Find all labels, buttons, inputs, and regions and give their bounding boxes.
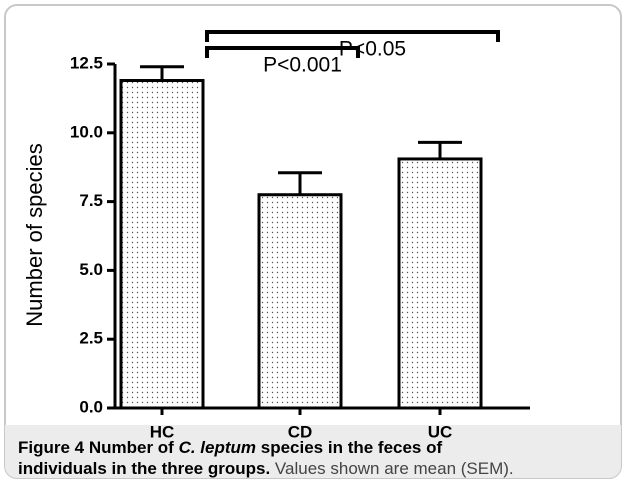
y-tick-label: 5.0 (79, 260, 103, 279)
caption-text: Values shown are mean (SEM). (270, 459, 513, 478)
caption-figure: Figure 4 (18, 438, 85, 457)
caption-text: Number of (84, 438, 178, 457)
y-tick-label: 10.0 (70, 122, 103, 141)
y-tick-label: 2.5 (79, 329, 103, 348)
y-tick-label: 12.5 (70, 53, 103, 72)
bar (397, 157, 483, 410)
y-axis-label: Number of species (22, 143, 47, 326)
caption-line: individuals in the three groups. Values … (18, 459, 514, 478)
bar (119, 79, 205, 410)
annotation: P<0.001 (263, 54, 342, 77)
y-tick-label: 0.0 (79, 397, 103, 416)
y-tick-label: 7.5 (79, 191, 103, 210)
caption-line: Figure 4 Number of C. leptum species in … (18, 438, 442, 457)
x-tick-label: UC (428, 422, 453, 441)
annotation: P<0.05 (339, 38, 406, 61)
caption-species: C. leptum (179, 438, 256, 457)
bar (257, 193, 343, 410)
significance-bracket (205, 30, 500, 42)
caption-text: individuals in the three groups. (18, 459, 270, 478)
x-tick-label: CD (288, 422, 313, 441)
significance-bracket (205, 46, 360, 58)
caption-text: species in the feces of (256, 438, 442, 457)
x-tick-label: HC (150, 422, 175, 441)
caption-bg (5, 425, 621, 478)
